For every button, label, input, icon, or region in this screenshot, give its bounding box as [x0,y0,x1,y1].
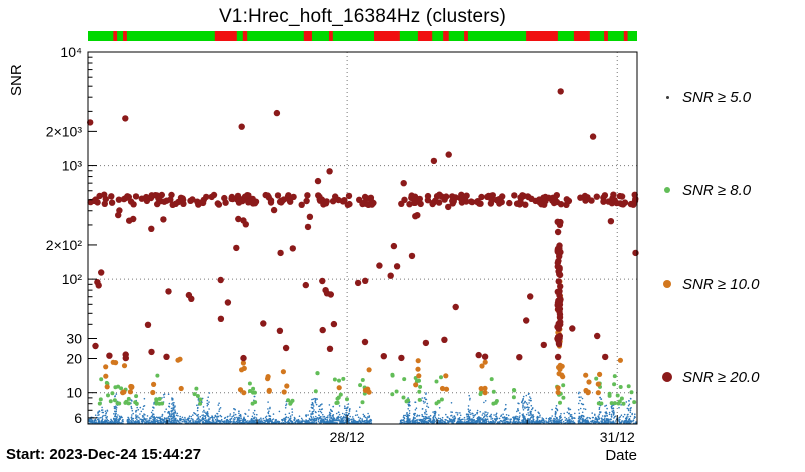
legend: SNR ≥ 5.0 SNR ≥ 8.0 SNR ≥ 10.0 SNR ≥ 20.0 [658,52,803,424]
legend-item: SNR ≥ 10.0 [658,274,759,294]
legend-marker-icon [662,372,672,382]
legend-label: SNR ≥ 5.0 [682,88,752,106]
y-tick-label: 10⁴ [60,44,82,60]
y-tick-label: 10 [66,385,82,401]
x-axis-label: Date [605,447,637,464]
axis-ticks: 6 10 20 30 10² 2×10² 10³ 2×10³ 10⁴ 28/12 31/12 [46,44,635,445]
x-tick-label: 31/12 [600,429,635,445]
chart-title: V1:Hrec_hoft_16384Hz (clusters) [218,6,507,27]
scatter-series-snr10 [103,278,624,396]
y-tick-label: 10² [62,271,83,287]
legend-item: SNR ≥ 20.0 [658,367,759,387]
grid-lines [88,52,637,424]
legend-marker-box [658,95,676,99]
x-tick-label: 28/12 [330,429,365,445]
scatter-series-snr5 [88,391,637,425]
legend-marker-icon [664,187,670,193]
start-timestamp: Start: 2023-Dec-24 15:44:27 [6,446,202,463]
y-tick-label: 6 [74,410,82,426]
plot-frame [87,51,638,425]
legend-marker-icon [665,95,669,99]
y-axis-label: SNR [8,64,25,96]
legend-marker-box [658,187,676,193]
y-tick-label: 2×10² [46,237,83,253]
y-tick-label: 20 [66,351,82,367]
scatter-series-snr20 [87,88,639,362]
legend-label: SNR ≥ 10.0 [682,275,760,293]
y-tick-label: 30 [66,331,82,347]
legend-item: SNR ≥ 5.0 [658,87,751,107]
legend-marker-box [658,280,676,288]
legend-label: SNR ≥ 20.0 [682,368,760,386]
y-tick-label: 10³ [62,158,83,174]
legend-label: SNR ≥ 8.0 [682,181,752,199]
legend-marker-icon [663,280,671,288]
status-quality-bar [88,31,637,41]
y-tick-label: 2×10³ [46,123,83,139]
legend-item: SNR ≥ 8.0 [658,180,751,200]
legend-marker-box [658,372,676,382]
